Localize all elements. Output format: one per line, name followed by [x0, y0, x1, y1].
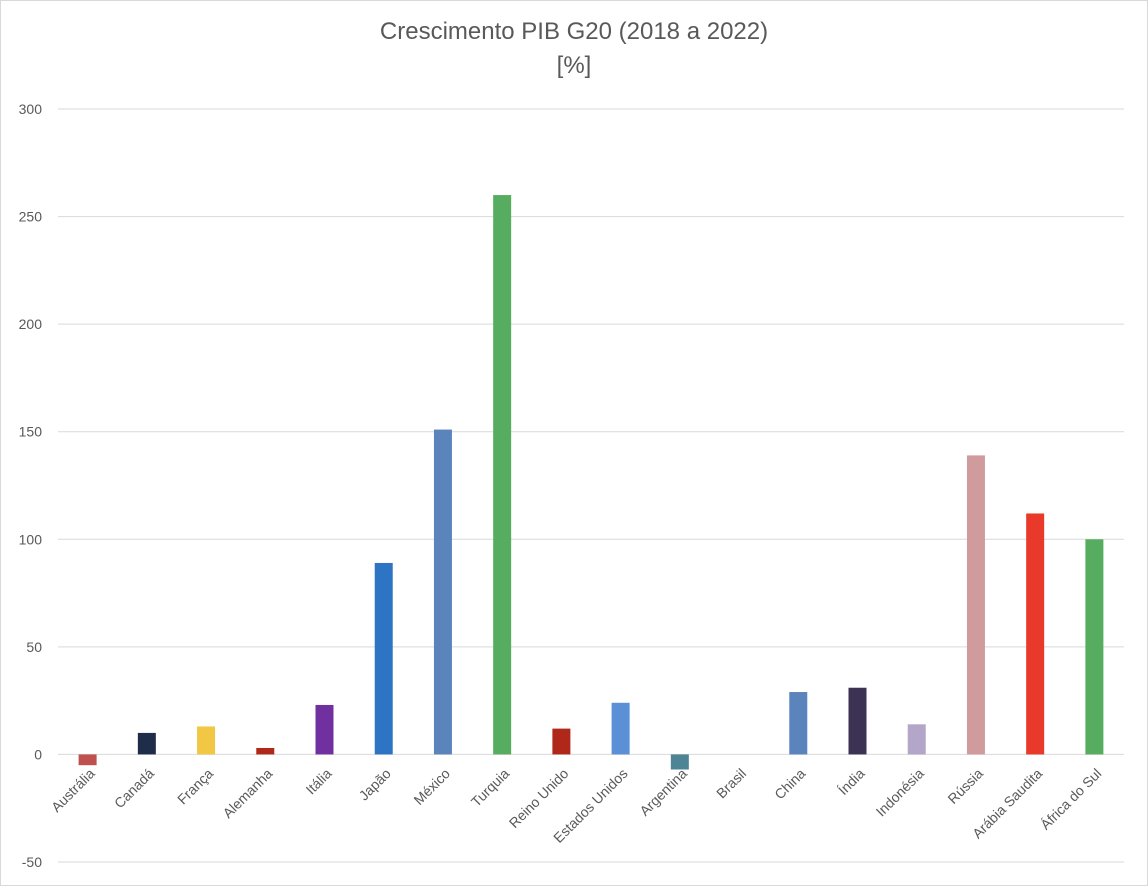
bars — [78, 195, 1104, 770]
y-tick-label: 50 — [26, 639, 42, 655]
x-category-label: Rússia — [944, 765, 986, 807]
y-tick-label: 100 — [19, 531, 43, 547]
bar-argentina — [670, 754, 689, 770]
bar-rússia — [966, 455, 985, 755]
x-category-label: China — [771, 765, 808, 802]
x-category-label: Itália — [302, 765, 334, 797]
bar-indonésia — [907, 724, 926, 755]
bar-china — [789, 692, 808, 755]
x-category-label: Turquia — [468, 765, 513, 810]
x-category-label: Argentina — [636, 765, 690, 819]
x-category-label: Reino Unido — [506, 765, 572, 831]
x-category-label: Brasil — [713, 765, 749, 801]
bar-méxico — [433, 429, 452, 755]
bar-japão — [374, 562, 393, 755]
bar-reino-unido — [552, 728, 571, 755]
y-tick-label: 300 — [19, 101, 43, 117]
y-tick-label: 250 — [19, 209, 43, 225]
bar-austrália — [78, 754, 97, 766]
y-tick-label: 200 — [19, 316, 43, 332]
bar-alemanha — [256, 747, 275, 755]
x-category-label: África do Sul — [1037, 765, 1104, 832]
x-category-label: Indonésia — [873, 765, 927, 819]
gridlines — [58, 108, 1124, 863]
bar-índia — [848, 687, 867, 755]
chart-subtitle: [%] — [556, 52, 592, 79]
bar-áfrica-do-sul — [1085, 539, 1104, 755]
bar-arábia-saudita — [1026, 513, 1045, 755]
chart-title: Crescimento PIB G20 (2018 a 2022) — [379, 18, 769, 45]
x-category-label: França — [174, 765, 216, 807]
x-category-label: México — [410, 765, 453, 808]
y-tick-label: -50 — [22, 854, 42, 870]
x-axis-labels: Austrália Canadá França Alemanha Itália Japão… — [48, 765, 1105, 846]
bar-itália — [315, 704, 334, 755]
x-category-label: Japão — [356, 765, 394, 803]
y-axis-ticks: -50 0 50 100 150 200 250 300 — [19, 101, 43, 870]
x-category-label: Canadá — [111, 765, 157, 811]
x-category-label: Índia — [835, 765, 868, 798]
bar-frança — [197, 726, 216, 755]
bar-canadá — [137, 732, 156, 755]
x-category-label: Austrália — [48, 765, 98, 815]
y-tick-label: 150 — [19, 424, 43, 440]
y-tick-label: 0 — [34, 746, 42, 762]
x-category-label: Alemanha — [220, 765, 276, 821]
bar-estados-unidos — [611, 702, 630, 755]
bar-turquia — [493, 195, 512, 755]
